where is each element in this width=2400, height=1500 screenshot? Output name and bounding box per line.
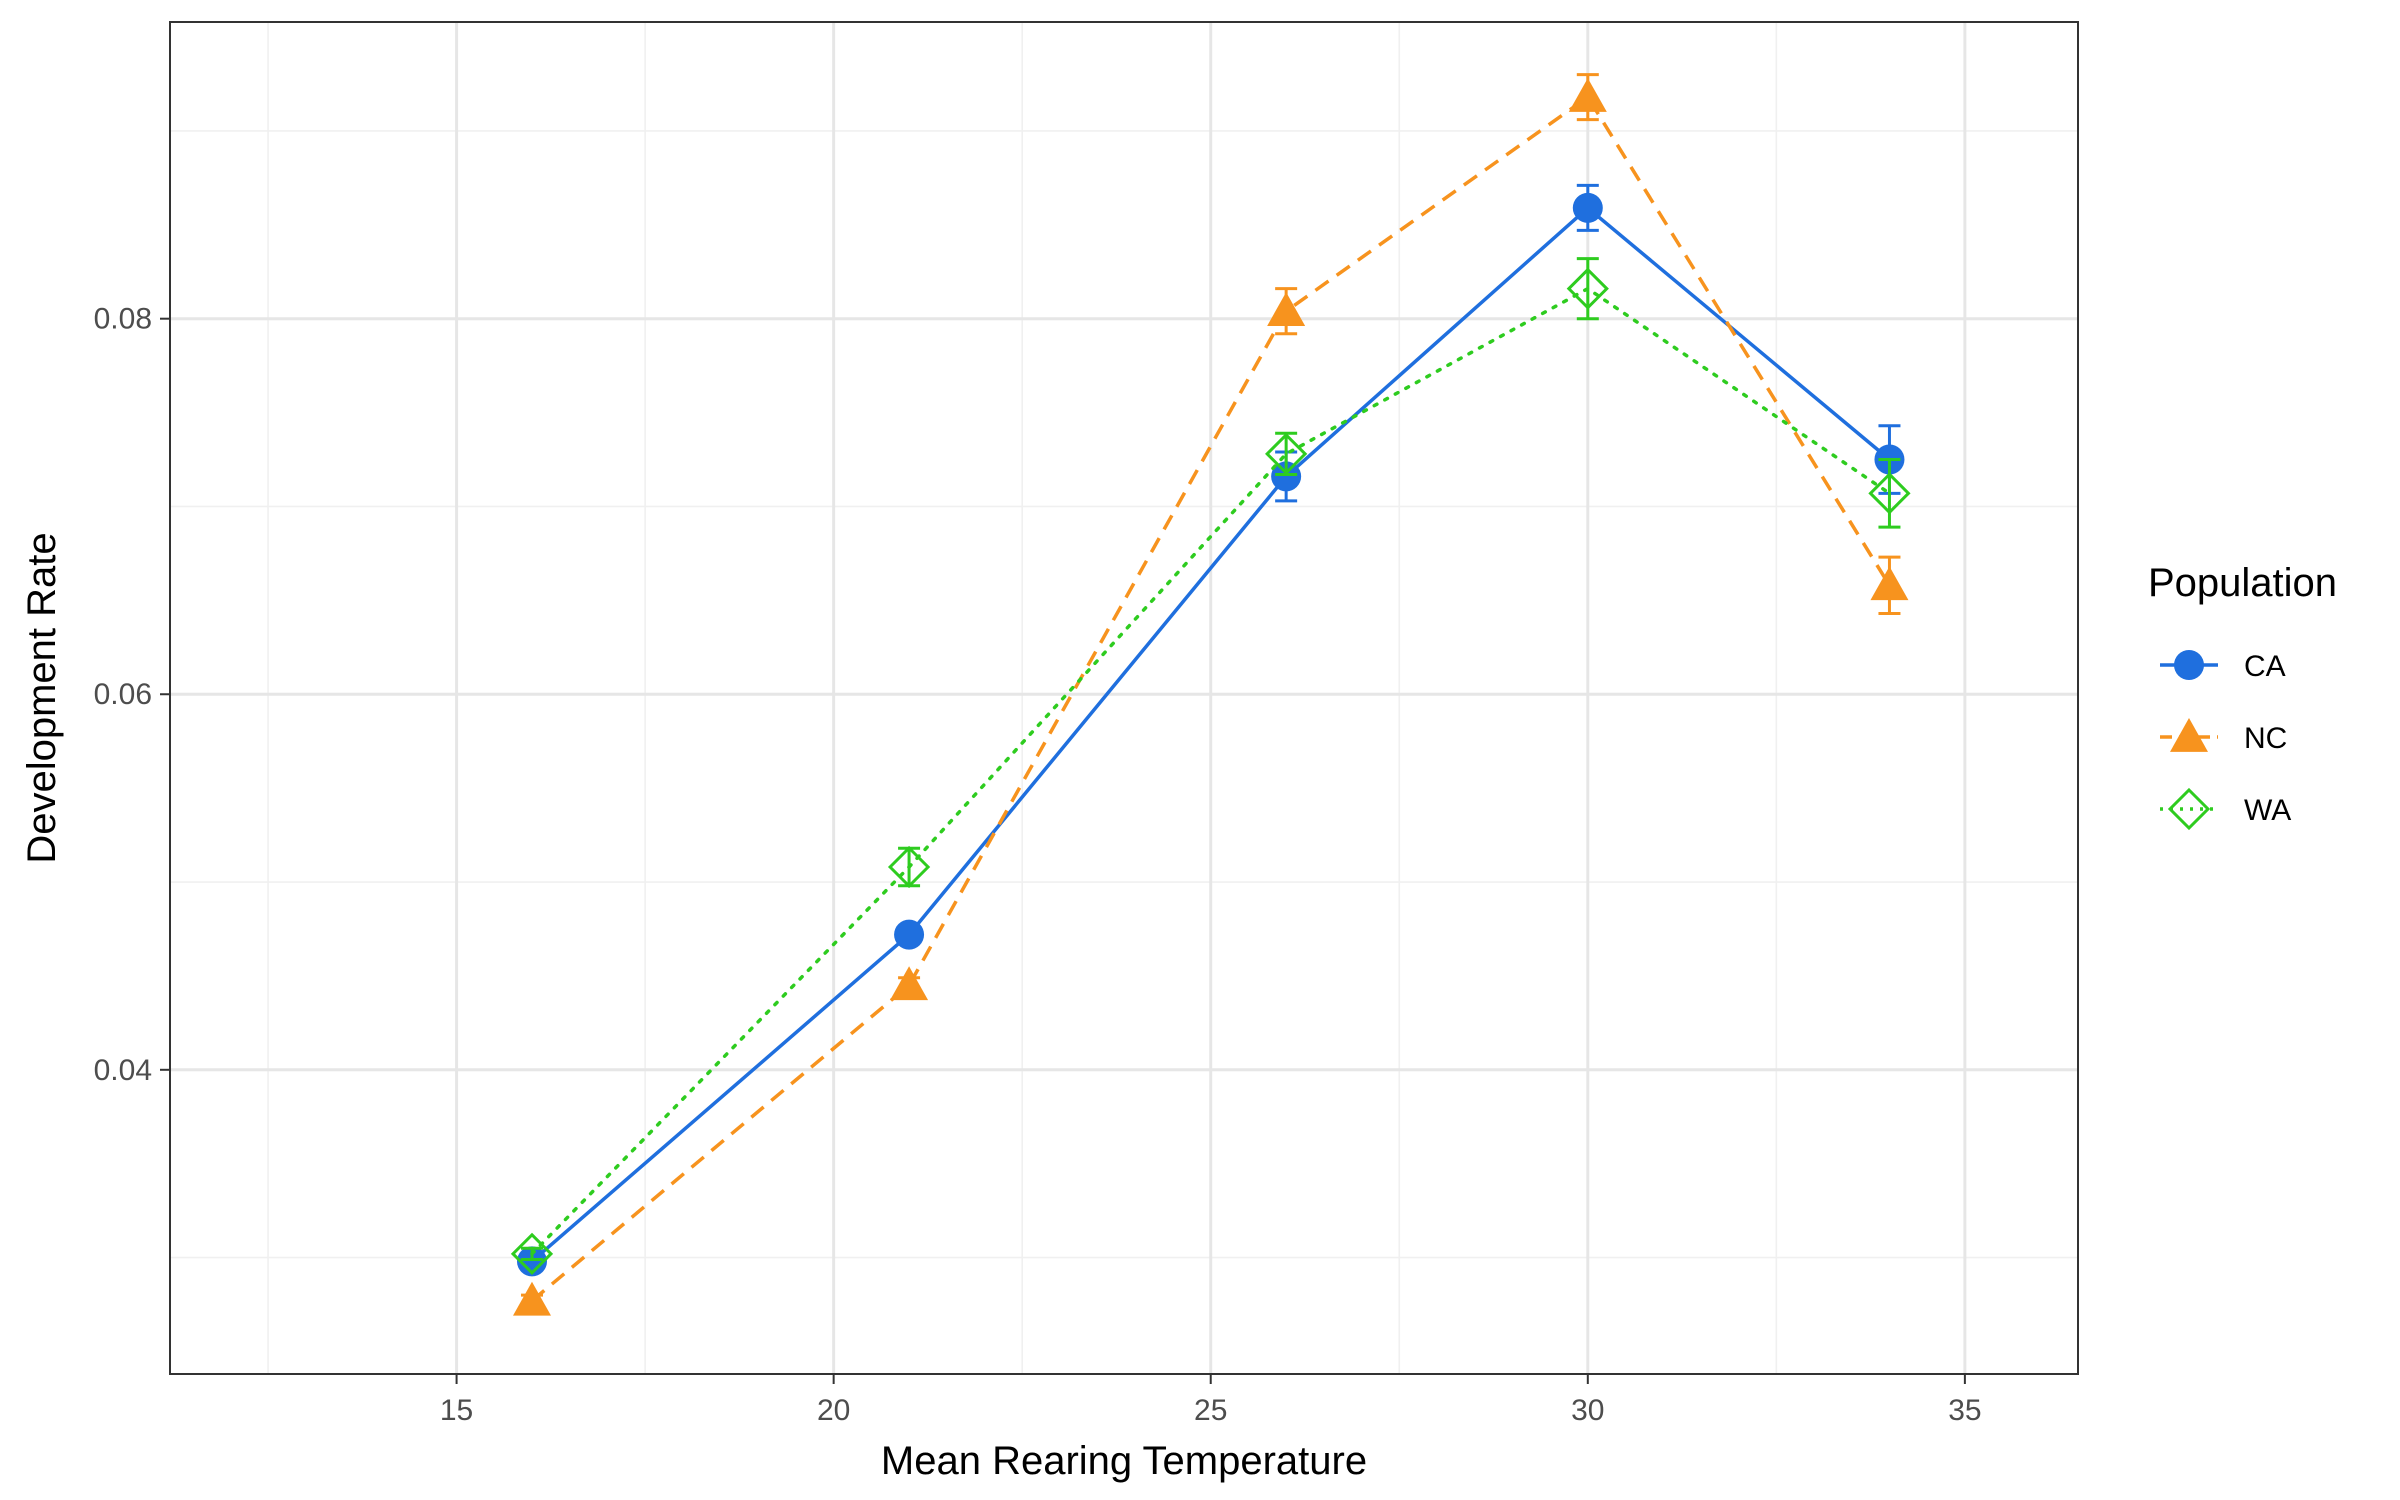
x-tick-label: 20 xyxy=(817,1394,850,1427)
series-line-nc xyxy=(530,94,1891,1303)
series-wa xyxy=(510,257,1911,1275)
plot-background xyxy=(170,22,2078,1374)
data-point-ca xyxy=(1271,461,1302,492)
grid xyxy=(170,22,2078,1374)
legend-item-wa: WA xyxy=(2160,787,2291,831)
legend-label-nc: NC xyxy=(2244,722,2287,755)
legend-title: Population xyxy=(2148,561,2337,605)
y-tick-label: 0.08 xyxy=(94,303,152,336)
data-point-wa xyxy=(1265,432,1308,476)
data-point-wa xyxy=(1566,267,1609,310)
legend-key-wa xyxy=(2167,787,2211,831)
legend-item-nc: NC xyxy=(2160,718,2287,755)
data-point-wa xyxy=(510,1232,554,1275)
data-point-nc xyxy=(512,1281,551,1316)
x-axis: 15 20 25 30 35 xyxy=(440,1374,1982,1427)
legend-item-ca: CA xyxy=(2160,650,2286,683)
y-axis: 0.04 0.06 0.08 xyxy=(94,303,170,1087)
legend-label-wa: WA xyxy=(2244,794,2291,827)
x-axis-title: Mean Rearing Temperature xyxy=(881,1439,1367,1483)
y-tick-label: 0.06 xyxy=(94,678,152,711)
y-axis-title: Development Rate xyxy=(20,532,64,863)
legend-key-ca xyxy=(2174,650,2204,680)
data-point-nc xyxy=(1267,292,1306,326)
series-ca xyxy=(516,183,1905,1277)
legend: Population CA NC WA xyxy=(2148,561,2337,831)
x-tick-label: 15 xyxy=(440,1394,473,1427)
series-line-wa xyxy=(530,286,1892,1256)
x-tick-label: 30 xyxy=(1571,1394,1604,1427)
data-point-wa xyxy=(1868,472,1911,515)
plot-border xyxy=(169,21,2079,1375)
data-point-ca xyxy=(1572,192,1603,223)
data-point-nc xyxy=(890,966,929,1001)
series-nc xyxy=(512,73,1909,1316)
y-tick-label: 0.04 xyxy=(94,1054,152,1087)
data-point-ca xyxy=(894,919,925,950)
data-point-wa xyxy=(887,845,931,889)
x-tick-label: 25 xyxy=(1194,1394,1227,1427)
error-bar-wa xyxy=(520,1246,543,1261)
legend-label-ca: CA xyxy=(2244,650,2286,683)
legend-key-nc xyxy=(2170,718,2208,752)
data-point-nc xyxy=(1870,566,1909,601)
series-layer xyxy=(510,73,1911,1316)
data-point-ca xyxy=(516,1246,547,1277)
legend-items: CA NC WA xyxy=(2160,650,2291,831)
error-bar-wa xyxy=(1878,458,1901,529)
x-tick-label: 35 xyxy=(1948,1394,1981,1427)
data-point-nc xyxy=(1568,78,1607,112)
